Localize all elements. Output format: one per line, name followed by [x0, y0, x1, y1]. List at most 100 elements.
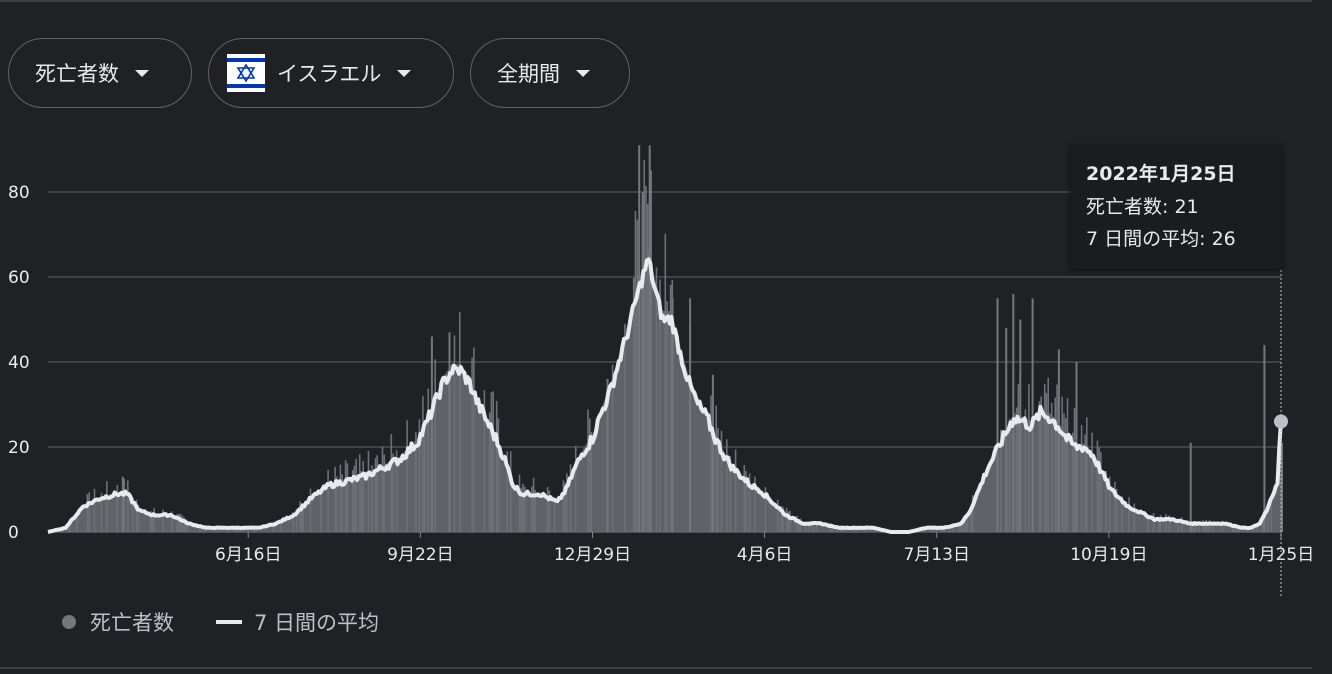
chart-legend: 死亡者数 7 日間の平均 — [62, 607, 379, 637]
daily-bar — [509, 451, 512, 532]
daily-bar — [336, 476, 338, 532]
daily-bar — [149, 511, 152, 532]
daily-bar — [1084, 434, 1086, 532]
daily-bar — [812, 522, 814, 532]
daily-bar — [423, 420, 426, 532]
daily-bar — [566, 473, 568, 532]
daily-bar — [1180, 517, 1183, 532]
metric-dropdown[interactable]: 死亡者数 — [8, 38, 192, 108]
daily-bar — [199, 525, 201, 532]
daily-bar — [353, 465, 356, 532]
daily-bar — [1024, 409, 1027, 532]
daily-bar — [815, 522, 818, 532]
daily-bar — [650, 170, 652, 532]
tooltip-deaths: 死亡者数: 21 — [1086, 196, 1199, 218]
daily-bar — [574, 446, 577, 532]
daily-bar — [1000, 429, 1002, 532]
daily-bar — [996, 298, 999, 533]
daily-bar — [638, 145, 641, 533]
daily-bar — [116, 484, 119, 532]
daily-bar — [659, 279, 661, 532]
chart-average-line — [47, 257, 1283, 534]
daily-bar — [715, 405, 717, 532]
daily-bar — [808, 521, 811, 532]
daily-bar — [183, 517, 185, 532]
daily-bar — [69, 522, 71, 532]
daily-bar — [392, 453, 394, 532]
legend-average-label: 7 日間の平均 — [254, 611, 380, 635]
daily-bar — [1221, 520, 1223, 532]
daily-bar — [717, 428, 719, 532]
period-label: 全期間 — [497, 62, 560, 86]
daily-bar — [1189, 442, 1192, 533]
daily-bar — [1086, 417, 1088, 532]
daily-bar — [645, 185, 647, 532]
top-divider — [0, 0, 1312, 2]
daily-bar — [100, 492, 103, 532]
daily-bar — [611, 364, 614, 532]
daily-bar — [492, 391, 494, 532]
daily-bar — [362, 460, 364, 532]
daily-bar — [162, 509, 164, 532]
country-dropdown[interactable]: イスラエル — [208, 38, 454, 108]
daily-bar — [1061, 396, 1063, 532]
daily-bar — [729, 456, 732, 532]
daily-bar — [1100, 452, 1102, 532]
daily-bar — [355, 459, 357, 532]
daily-bar — [395, 450, 398, 532]
daily-bar — [1091, 432, 1093, 532]
deaths-legend-marker — [62, 615, 76, 629]
metric-label: 死亡者数 — [35, 62, 119, 86]
daily-bar — [490, 392, 493, 532]
daily-bar — [123, 479, 126, 532]
daily-bar — [344, 460, 347, 532]
daily-bar — [121, 476, 124, 533]
daily-bar — [971, 495, 974, 532]
daily-bar — [179, 513, 182, 532]
daily-bar — [86, 494, 89, 532]
daily-bar — [1043, 384, 1046, 532]
daily-bar — [1028, 384, 1030, 532]
daily-bar — [1047, 377, 1049, 532]
daily-bar — [569, 464, 572, 532]
daily-bar — [1098, 447, 1100, 532]
daily-bar — [1231, 524, 1234, 532]
x-tick-label: 7月13日 — [904, 545, 970, 565]
y-tick-label: 0 — [8, 523, 19, 543]
x-tick-label: 12月29日 — [554, 545, 631, 565]
daily-bar — [1152, 513, 1155, 532]
daily-bar — [76, 512, 78, 532]
daily-bar — [1072, 432, 1074, 532]
daily-bar — [798, 519, 800, 532]
tooltip-date: 2022年1月25日 — [1086, 163, 1236, 185]
chevron-down-icon — [135, 69, 149, 77]
daily-bar — [1105, 470, 1107, 532]
daily-bar — [1096, 440, 1099, 532]
daily-bar — [710, 395, 712, 532]
daily-bar — [346, 463, 349, 532]
daily-bar — [1266, 503, 1269, 532]
daily-bar — [448, 332, 451, 533]
daily-bar — [1017, 384, 1020, 532]
average-legend-marker — [216, 620, 242, 624]
daily-bar — [754, 476, 756, 532]
daily-bar — [641, 192, 644, 532]
daily-bar — [1015, 407, 1018, 532]
daily-bar — [473, 347, 475, 532]
daily-bar — [1121, 496, 1123, 532]
daily-bar — [309, 488, 312, 532]
period-dropdown[interactable]: 全期間 — [470, 38, 630, 108]
daily-bar — [300, 503, 303, 532]
daily-bar — [643, 159, 645, 533]
daily-bar — [805, 521, 807, 532]
daily-bar — [534, 490, 537, 532]
deaths-chart[interactable]: 0 20 40 60 80 6月16日 9月22日 12月29日 4月6日 7月13日 10月19… — [0, 120, 1332, 600]
daily-bar — [471, 357, 473, 532]
y-tick-label: 40 — [8, 353, 30, 373]
daily-bar — [360, 471, 363, 532]
daily-bar — [1281, 442, 1283, 533]
daily-bar — [418, 419, 421, 532]
tooltip-average: 7 日間の平均: 26 — [1086, 228, 1236, 250]
daily-bar — [1063, 413, 1065, 532]
daily-bar — [966, 514, 969, 532]
